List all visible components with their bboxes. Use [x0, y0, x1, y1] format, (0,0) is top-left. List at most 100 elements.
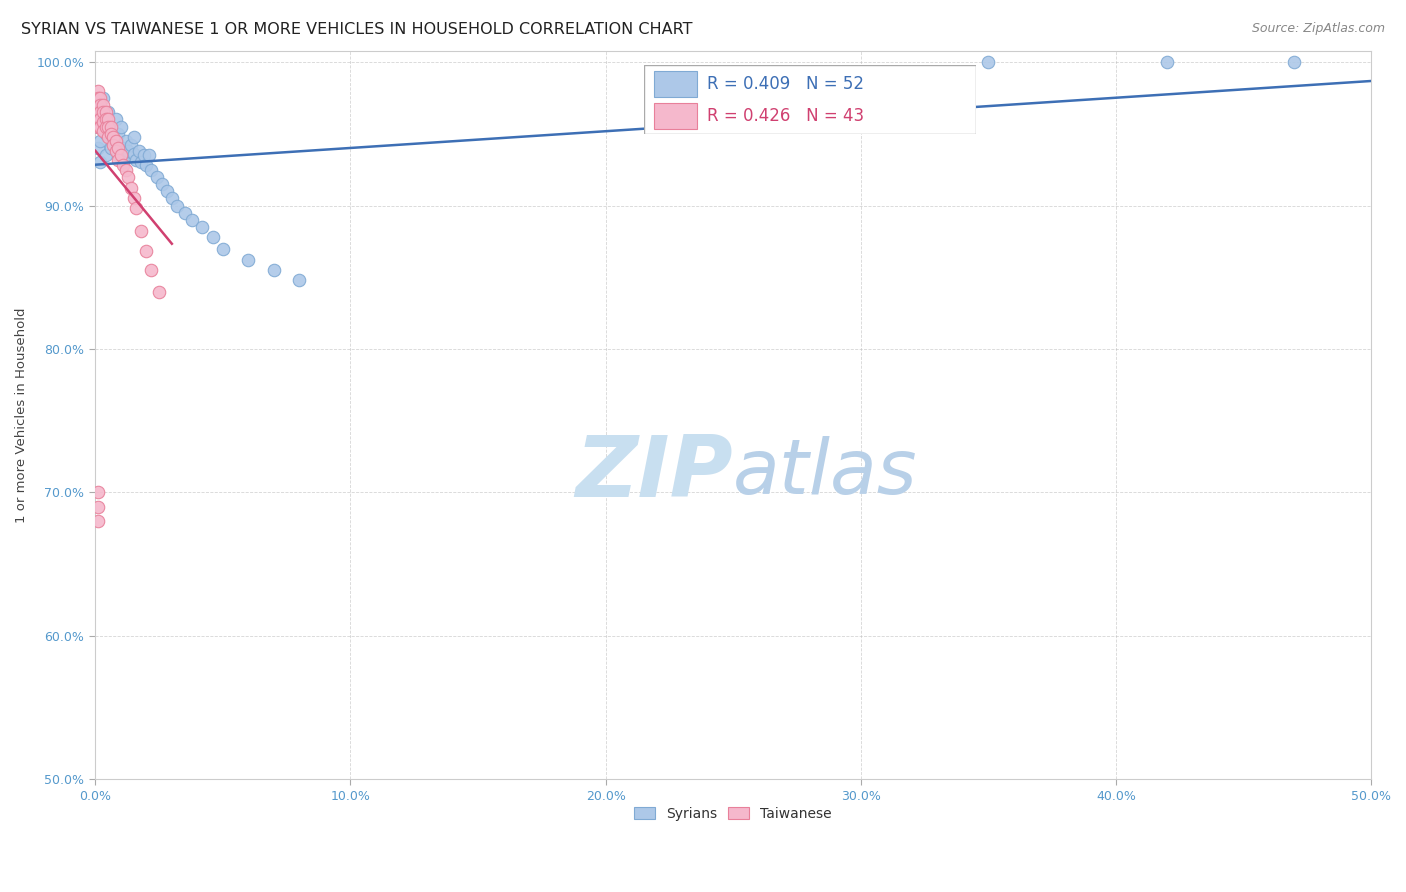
Point [97, 129, 120, 144]
Point [107, 148, 129, 162]
Point [977, 55, 1000, 70]
Point [94, 112, 117, 127]
Point [94, 120, 117, 134]
Point [122, 147, 145, 161]
Point [101, 129, 124, 144]
Point [87, 91, 110, 105]
Point [100, 120, 122, 134]
Point [141, 263, 163, 277]
Point [115, 148, 138, 162]
Point [150, 177, 173, 191]
Point [87, 514, 110, 528]
Text: SYRIAN VS TAIWANESE 1 OR MORE VEHICLES IN HOUSEHOLD CORRELATION CHART: SYRIAN VS TAIWANESE 1 OR MORE VEHICLES I… [21, 22, 693, 37]
Point [115, 134, 138, 148]
Point [87, 112, 110, 127]
Point [101, 138, 124, 153]
Y-axis label: 1 or more Vehicles in Household: 1 or more Vehicles in Household [15, 307, 28, 523]
Point [97, 112, 120, 127]
Point [288, 273, 311, 287]
Point [120, 181, 142, 195]
Point [91, 91, 114, 105]
Point [89, 155, 111, 169]
Point [94, 148, 117, 162]
Point [1284, 55, 1306, 70]
Point [122, 129, 145, 144]
Point [100, 120, 122, 134]
Point [135, 244, 157, 259]
Point [138, 148, 160, 162]
Point [91, 115, 114, 129]
Point [135, 158, 157, 172]
Point [91, 98, 114, 112]
Point [107, 141, 129, 155]
Point [129, 224, 152, 238]
Point [166, 198, 188, 212]
Point [125, 202, 148, 216]
Legend: Syrians, Taiwanese: Syrians, Taiwanese [628, 802, 838, 827]
Text: Source: ZipAtlas.com: Source: ZipAtlas.com [1251, 22, 1385, 36]
Point [87, 84, 110, 98]
Point [91, 124, 114, 138]
Point [110, 120, 132, 134]
Point [89, 120, 111, 134]
Point [125, 153, 148, 167]
Point [145, 169, 167, 184]
Point [104, 134, 127, 148]
Point [100, 127, 122, 141]
Point [263, 263, 285, 277]
Point [87, 98, 110, 112]
Point [101, 134, 124, 148]
Point [107, 127, 129, 141]
Point [117, 169, 139, 184]
Point [94, 105, 117, 120]
Point [87, 500, 110, 514]
Point [91, 112, 114, 127]
Point [201, 230, 224, 244]
Point [141, 162, 163, 177]
Point [191, 219, 214, 234]
Point [89, 98, 111, 112]
Point [110, 141, 132, 155]
Point [112, 155, 135, 169]
Point [87, 485, 110, 500]
Point [112, 158, 135, 172]
Point [112, 141, 135, 155]
Point [148, 285, 170, 299]
Point [100, 141, 122, 155]
Point [104, 134, 127, 148]
Text: ZIP: ZIP [575, 432, 733, 515]
Point [87, 120, 110, 134]
Point [160, 191, 183, 205]
Point [129, 155, 152, 169]
Point [122, 191, 145, 205]
Point [181, 212, 204, 227]
Point [97, 105, 120, 120]
Text: atlas: atlas [733, 436, 918, 510]
Point [128, 144, 150, 158]
Point [107, 153, 129, 167]
Point [173, 205, 195, 219]
Point [120, 138, 142, 153]
Point [94, 127, 117, 141]
Point [87, 120, 110, 134]
Point [115, 162, 138, 177]
Point [212, 242, 235, 256]
Point [89, 112, 111, 127]
Point [1156, 55, 1178, 70]
Point [91, 105, 114, 120]
Point [156, 184, 179, 198]
Point [238, 252, 260, 267]
Point [132, 148, 155, 162]
Point [97, 120, 120, 134]
Point [89, 105, 111, 120]
Point [89, 112, 111, 127]
Point [104, 144, 127, 158]
Point [104, 112, 127, 127]
Point [97, 127, 120, 141]
Point [89, 134, 111, 148]
Point [87, 105, 110, 120]
Point [89, 91, 111, 105]
Point [87, 98, 110, 112]
Point [110, 148, 132, 162]
Point [117, 144, 139, 158]
